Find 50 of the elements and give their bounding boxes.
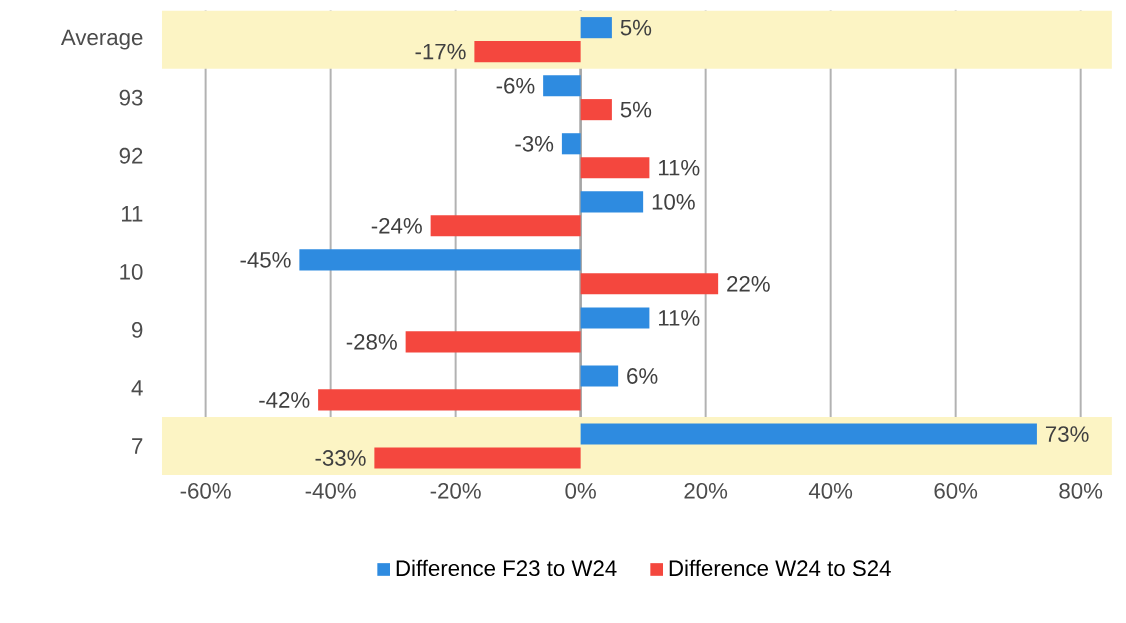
bar xyxy=(580,423,1037,445)
x-tick-label: 40% xyxy=(808,483,853,499)
x-tick-label: 20% xyxy=(684,483,728,499)
bar xyxy=(580,17,612,39)
data-label: -42% xyxy=(259,392,310,408)
bar xyxy=(580,273,719,295)
bar xyxy=(580,365,619,387)
y-tick-label: 9 xyxy=(132,322,143,338)
y-tick-label: 4 xyxy=(131,380,143,396)
data-label: -17% xyxy=(415,43,466,60)
legend-label: Difference F23 to W24 xyxy=(396,559,617,577)
data-label: 6% xyxy=(627,368,658,384)
bar xyxy=(580,99,612,121)
x-tick-label: -40% xyxy=(305,483,356,499)
y-tick-label: 11 xyxy=(121,206,143,222)
bar xyxy=(580,191,644,213)
bar xyxy=(543,75,581,97)
data-label: 11% xyxy=(659,310,700,326)
y-tick-label: 92 xyxy=(119,147,143,164)
x-tick-label: 60% xyxy=(934,483,978,499)
data-label: 73% xyxy=(1045,426,1089,443)
bar xyxy=(580,157,650,179)
bar xyxy=(405,331,581,353)
bar xyxy=(561,133,581,155)
data-label: 11% xyxy=(659,159,700,176)
data-label: 22% xyxy=(727,276,770,292)
data-label: 5% xyxy=(620,19,652,36)
y-tick-label: 7 xyxy=(132,438,143,454)
data-label: 10% xyxy=(652,194,695,210)
y-tick-label: Average xyxy=(60,29,143,50)
data-label: -33% xyxy=(315,450,366,466)
bar xyxy=(374,447,581,469)
x-tick-label: -60% xyxy=(180,483,231,499)
x-tick-label: -20% xyxy=(430,483,481,499)
bar xyxy=(474,41,581,63)
y-tick-label: 93 xyxy=(119,89,143,106)
data-label: -24% xyxy=(371,217,422,234)
legend-label: Difference W24 to S24 xyxy=(669,559,891,577)
y-tick-label: 10 xyxy=(120,264,143,280)
x-tick-label: 80% xyxy=(1059,483,1103,499)
bar xyxy=(580,307,650,329)
bar xyxy=(318,389,581,411)
bar xyxy=(430,215,581,237)
data-label: -6% xyxy=(496,77,535,94)
data-label: 5% xyxy=(620,101,652,118)
data-label: -28% xyxy=(346,334,397,350)
data-label: -3% xyxy=(515,135,554,152)
data-label: -45% xyxy=(240,252,291,268)
bar xyxy=(299,249,581,271)
x-tick-label: 0% xyxy=(565,483,596,499)
